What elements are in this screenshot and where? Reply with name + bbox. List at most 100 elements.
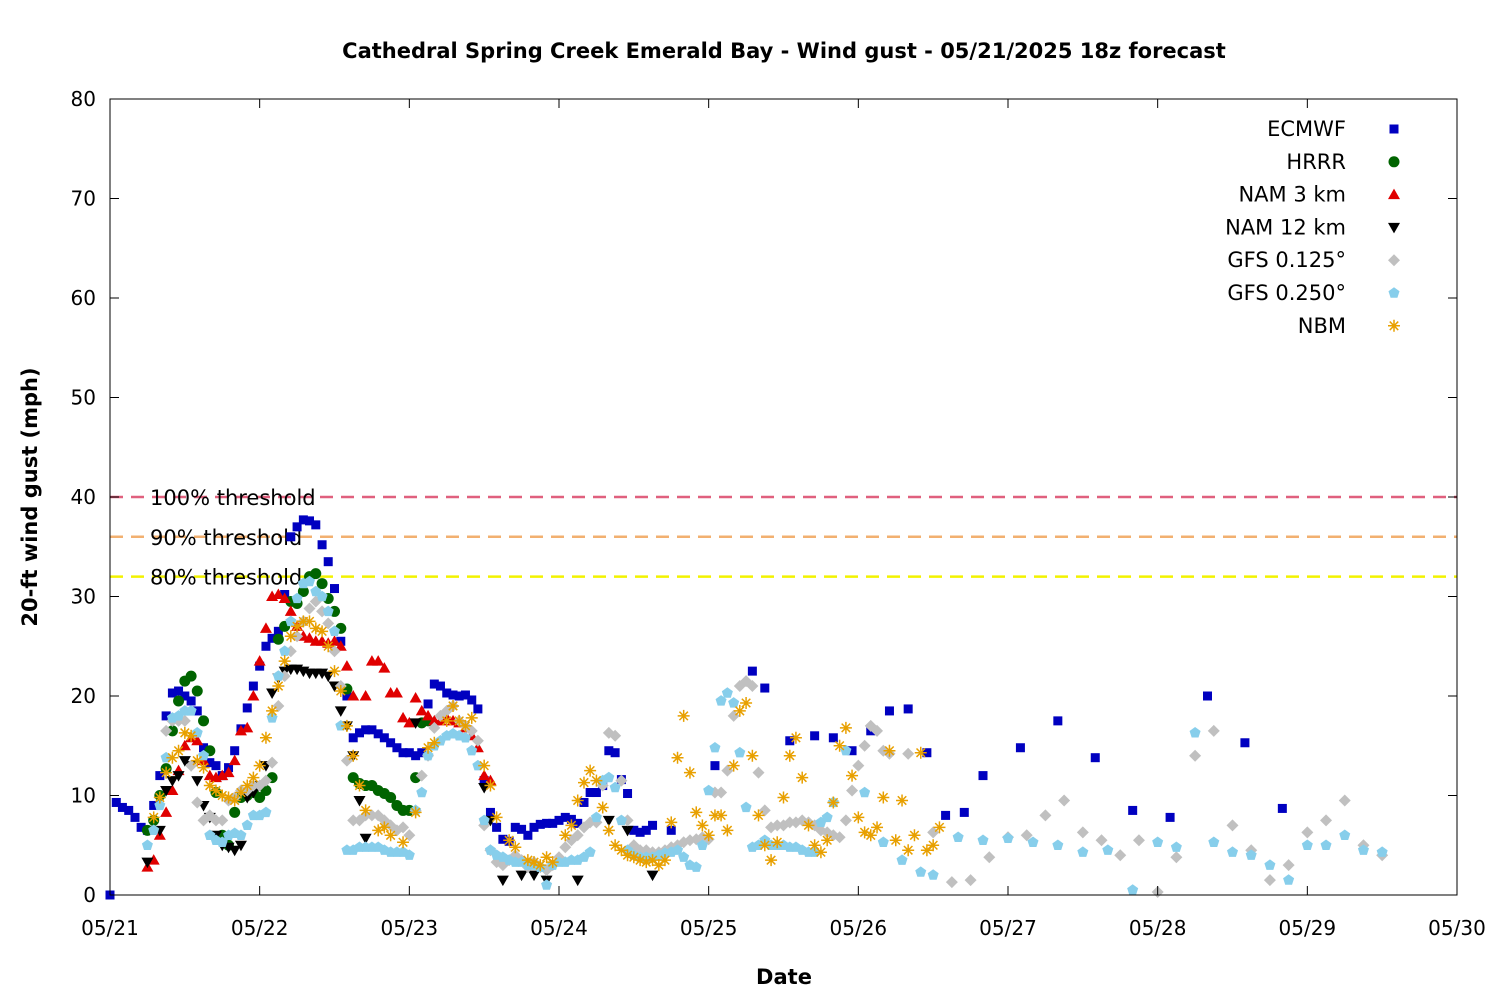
data-point-ecmwf <box>785 736 795 746</box>
data-point-ecmwf <box>267 633 277 643</box>
data-point-nbm <box>696 819 709 832</box>
data-point-nbm <box>789 731 802 744</box>
data-point-gfs-0-250 <box>896 854 908 865</box>
data-point-nbm <box>858 826 871 839</box>
data-point-nbm <box>733 704 746 717</box>
data-point-nbm <box>484 779 497 792</box>
data-point-nbm <box>328 665 341 678</box>
data-point-ecmwf <box>136 822 146 832</box>
data-point-gfs-0-250 <box>603 771 615 783</box>
data-point-ecmwf <box>523 830 533 840</box>
data-point-gfs-0-250 <box>840 744 852 756</box>
data-point-ecmwf <box>404 748 414 758</box>
data-point-gfs-0-125 <box>609 729 622 742</box>
legend-marker-nam-12-km <box>1388 222 1400 234</box>
data-point-ecmwf <box>255 661 265 671</box>
threshold-label-80-threshold: 80% threshold <box>150 566 302 590</box>
data-point-gfs-0-125 <box>185 759 198 772</box>
data-point-gfs-0-250 <box>915 866 927 877</box>
data-point-nam-12-km <box>409 718 422 729</box>
data-point-nbm <box>708 809 721 822</box>
data-point-ecmwf <box>174 686 184 696</box>
data-point-nbm <box>808 839 821 852</box>
data-point-ecmwf <box>317 540 327 550</box>
data-point-ecmwf <box>323 557 333 567</box>
data-point-nam-3-km <box>272 588 285 600</box>
data-point-ecmwf <box>186 696 196 706</box>
data-point-nbm <box>309 622 322 635</box>
data-point-nbm <box>821 834 834 847</box>
x-tick-label: 05/28 <box>1129 916 1187 940</box>
data-point-ecmwf <box>1203 691 1213 701</box>
data-point-gfs-0-250 <box>1208 836 1220 847</box>
data-point-nbm <box>509 841 522 854</box>
data-point-ecmwf <box>298 515 308 525</box>
y-tick-label: 60 <box>71 286 96 310</box>
data-point-gfs-0-125 <box>902 747 915 760</box>
data-point-nam-3-km <box>284 605 297 616</box>
axis-ticks: 05/21 05/22 05/23 05/24 05/25 05/26 05/27 05/28… <box>71 87 1486 940</box>
data-point-nbm <box>777 791 790 804</box>
data-point-ecmwf <box>155 771 165 781</box>
data-point-nbm <box>203 779 216 792</box>
data-point-nbm <box>234 786 247 799</box>
legend-marker-nbm <box>1388 319 1400 332</box>
data-point-gfs-0-250 <box>584 846 596 857</box>
data-point-ecmwf <box>392 743 402 753</box>
data-point-gfs-0-250 <box>977 834 989 845</box>
data-point-nbm <box>602 824 615 837</box>
data-point-nbm <box>178 726 191 739</box>
data-point-nam-12-km <box>496 875 509 887</box>
data-point-gfs-0-250 <box>303 575 316 587</box>
legend-label-gfs-0-125: GFS 0.125° <box>1227 248 1346 272</box>
data-point-ecmwf <box>211 761 221 771</box>
data-point-nbm <box>802 819 815 832</box>
legend-marker-gfs-0-125 <box>1388 254 1400 267</box>
data-point-nbm <box>503 834 516 847</box>
threshold-label-100-threshold: 100% threshold <box>150 486 316 510</box>
data-point-hrrr <box>198 715 210 727</box>
data-point-ecmwf <box>941 810 951 820</box>
data-point-ecmwf <box>1090 753 1100 763</box>
data-point-ecmwf <box>230 746 240 756</box>
legend-label-hrrr: HRRR <box>1286 150 1346 174</box>
data-point-nbm <box>378 821 391 834</box>
data-point-ecmwf <box>573 818 583 828</box>
data-point-gfs-0-250 <box>1152 836 1164 847</box>
data-point-ecmwf <box>517 824 527 834</box>
data-point-nbm <box>571 794 584 807</box>
data-point-gfs-0-250 <box>322 605 334 617</box>
data-point-nam-3-km <box>222 766 235 778</box>
series-nbm <box>147 615 946 872</box>
data-point-nbm <box>864 829 877 842</box>
data-point-nbm <box>896 794 909 807</box>
data-point-gfs-0-125 <box>259 774 272 787</box>
data-point-ecmwf <box>261 641 271 651</box>
data-point-nbm <box>291 620 304 633</box>
data-point-nbm <box>584 764 597 777</box>
data-point-hrrr <box>310 568 322 580</box>
data-point-nam-3-km <box>228 754 241 766</box>
data-point-ecmwf <box>242 703 252 713</box>
legend-marker-gfs-0-250 <box>1388 287 1400 298</box>
data-point-nam-12-km <box>646 870 659 882</box>
data-point-gfs-0-250 <box>859 786 871 798</box>
data-point-gfs-0-250 <box>328 625 341 637</box>
data-point-gfs-0-125 <box>721 764 734 777</box>
data-point-nbm <box>222 791 235 804</box>
data-point-nbm <box>228 794 241 807</box>
data-point-nam-3-km <box>247 690 260 701</box>
data-point-ecmwf <box>467 695 477 705</box>
data-point-nam-3-km <box>403 716 416 728</box>
data-point-nam-12-km <box>172 771 185 782</box>
data-point-ecmwf <box>498 834 508 844</box>
data-point-ecmwf <box>1053 716 1063 726</box>
data-point-nam-12-km <box>359 833 372 845</box>
data-point-gfs-0-125 <box>272 699 285 712</box>
data-point-gfs-0-250 <box>422 749 434 761</box>
data-point-nbm <box>839 721 852 734</box>
threshold-lines: 100% threshold 90% threshold 80% threshold <box>110 486 1457 590</box>
data-point-gfs-0-125 <box>1039 809 1052 822</box>
data-point-ecmwf <box>884 706 894 716</box>
x-tick-label: 05/26 <box>830 916 888 940</box>
